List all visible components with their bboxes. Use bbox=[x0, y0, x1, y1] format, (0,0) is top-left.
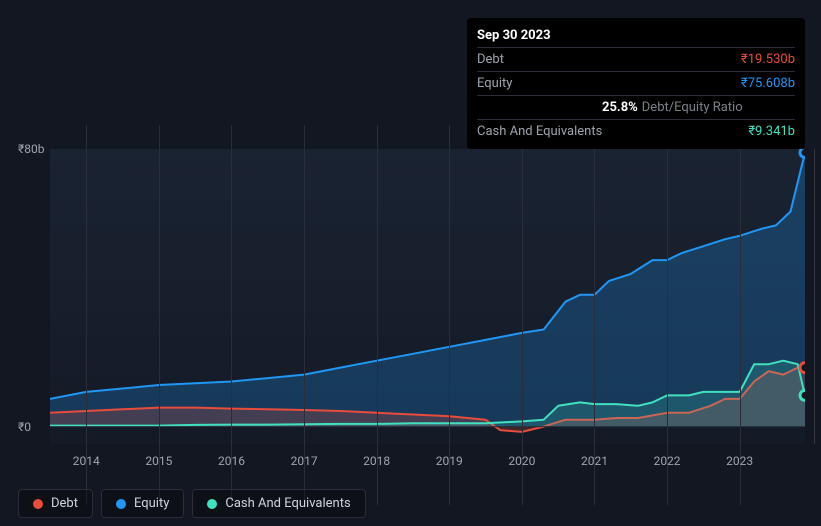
hover-marker-line bbox=[814, 149, 815, 444]
x-axis-label: 2016 bbox=[218, 454, 245, 468]
tooltip-value: ₹75.608b bbox=[741, 76, 795, 91]
gridline bbox=[377, 125, 378, 505]
legend-item-cash[interactable]: Cash And Equivalents bbox=[192, 489, 365, 518]
legend-dot-icon bbox=[207, 499, 217, 509]
chart-legend: Debt Equity Cash And Equivalents bbox=[18, 489, 366, 518]
tooltip-ratio-pct: 25.8% bbox=[602, 100, 638, 115]
gridline bbox=[159, 125, 160, 505]
tooltip-row-equity: Equity ₹75.608b bbox=[477, 71, 795, 95]
legend-dot-icon bbox=[33, 499, 43, 509]
x-axis-label: 2021 bbox=[581, 454, 608, 468]
financial-chart[interactable]: 2014 2015 2016 2017 2018 2019 2020 2021 2022 2023… bbox=[18, 125, 805, 475]
legend-label: Equity bbox=[134, 496, 169, 511]
x-axis-label: 2020 bbox=[508, 454, 535, 468]
gridline bbox=[86, 125, 87, 505]
x-axis-label: 2022 bbox=[654, 454, 681, 468]
gridline bbox=[667, 125, 668, 505]
legend-item-debt[interactable]: Debt bbox=[18, 489, 93, 518]
tooltip-ratio-label: Debt/Equity Ratio bbox=[642, 100, 743, 115]
gridline bbox=[304, 125, 305, 505]
plot-area bbox=[50, 149, 805, 444]
gridline bbox=[594, 125, 595, 505]
tooltip-value: ₹9.341b bbox=[748, 124, 795, 139]
tooltip-label: Cash And Equivalents bbox=[477, 124, 748, 139]
tooltip-row-cash: Cash And Equivalents ₹9.341b bbox=[477, 119, 795, 143]
tooltip-date: Sep 30 2023 bbox=[477, 24, 795, 47]
tooltip-ratio: 25.8% Debt/Equity Ratio bbox=[477, 95, 795, 119]
gridline bbox=[449, 125, 450, 505]
x-axis-label: 2017 bbox=[291, 454, 318, 468]
x-axis-label: 2019 bbox=[436, 454, 463, 468]
gridline bbox=[522, 125, 523, 505]
legend-item-equity[interactable]: Equity bbox=[101, 489, 184, 518]
tooltip-label: Equity bbox=[477, 76, 741, 91]
chart-svg bbox=[50, 149, 805, 444]
legend-dot-icon bbox=[116, 499, 126, 509]
tooltip-value: ₹19.530b bbox=[741, 52, 795, 67]
legend-label: Debt bbox=[51, 496, 78, 511]
x-axis-label: 2023 bbox=[726, 454, 753, 468]
x-axis-label: 2018 bbox=[363, 454, 390, 468]
y-axis-label: ₹0 bbox=[18, 420, 31, 434]
legend-label: Cash And Equivalents bbox=[225, 496, 350, 511]
tooltip-row-debt: Debt ₹19.530b bbox=[477, 47, 795, 71]
gridline bbox=[740, 125, 741, 505]
y-axis-label: ₹80b bbox=[18, 142, 44, 156]
chart-tooltip: Sep 30 2023 Debt ₹19.530b Equity ₹75.608… bbox=[467, 18, 805, 149]
tooltip-label: Debt bbox=[477, 52, 741, 67]
x-axis-label: 2015 bbox=[145, 454, 172, 468]
x-axis-label: 2014 bbox=[73, 454, 100, 468]
gridline bbox=[231, 125, 232, 505]
